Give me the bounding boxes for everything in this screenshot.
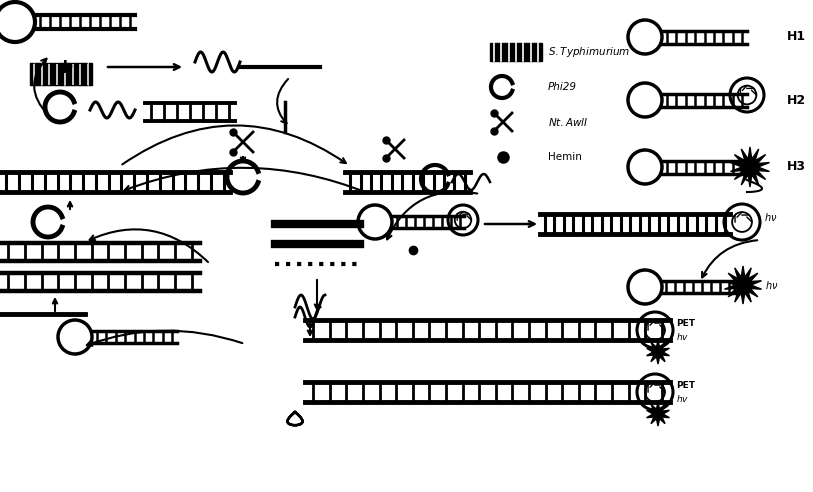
Polygon shape [731,147,769,187]
Polygon shape [724,266,762,304]
Bar [490,43,542,61]
Text: H3: H3 [787,160,806,174]
Text: H2: H2 [787,93,806,106]
Text: $\it{Nt. AwlI}$: $\it{Nt. AwlI}$ [548,116,589,128]
Text: $\it{S. Typhimurium}$: $\it{S. Typhimurium}$ [548,45,630,59]
Polygon shape [646,402,669,426]
Polygon shape [646,340,669,364]
Text: +: + [55,57,74,77]
Text: Hemin: Hemin [548,152,582,162]
Text: $\it{hv}$: $\it{hv}$ [676,332,689,342]
Text: $\it{hv}$: $\it{hv}$ [676,393,689,403]
Text: H1: H1 [787,31,806,43]
Text: $h\nu$: $h\nu$ [764,211,777,223]
Text: $h\nu$: $h\nu$ [765,279,778,291]
Text: Phi29: Phi29 [548,82,577,92]
Text: PET: PET [676,319,695,329]
Bar [30,63,92,85]
Text: PET: PET [676,380,695,390]
